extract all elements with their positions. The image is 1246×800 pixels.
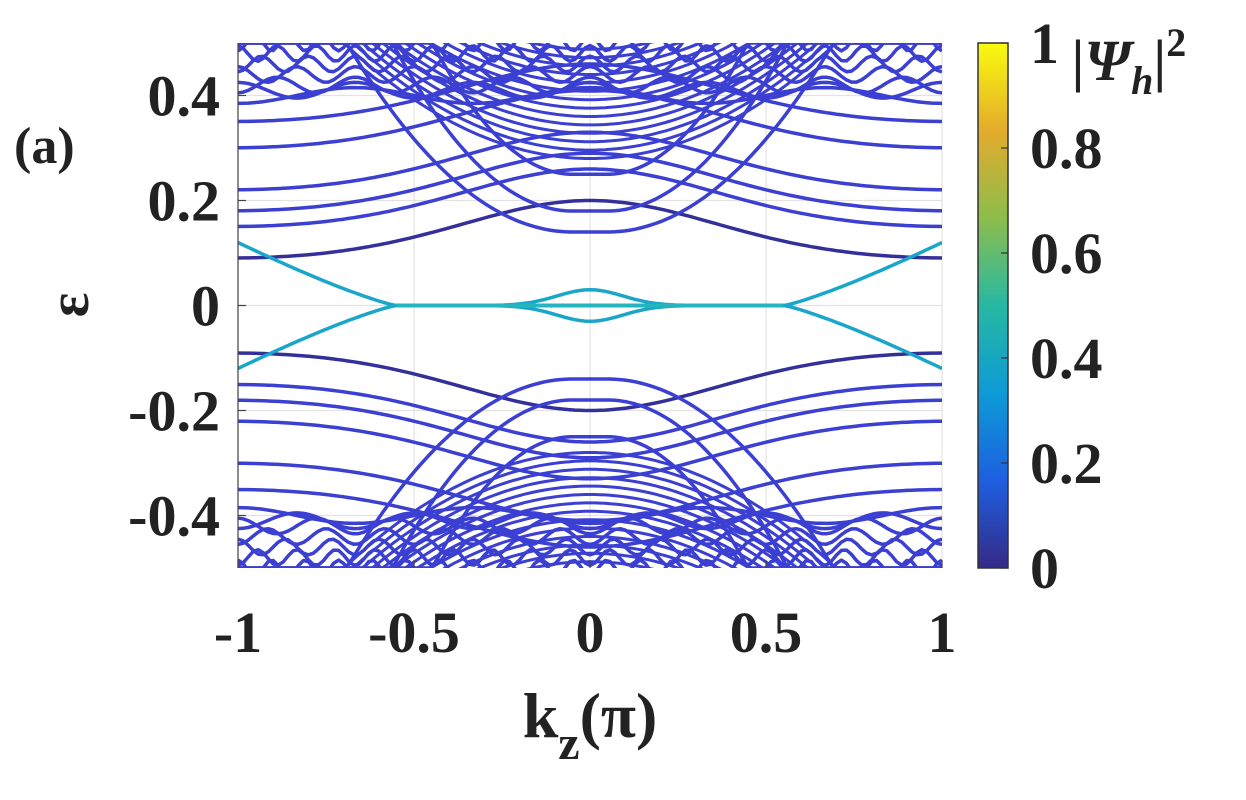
x-axis-label-unit: (π) (580, 680, 658, 751)
central-band-neg-2 (238, 435, 942, 568)
x-axis-label: kz(π) (523, 680, 658, 770)
bulk-pos-11 (476, 43, 704, 68)
central-band-pos-2 (238, 43, 942, 177)
colorbar-tick-label-2: 0.4 (1030, 326, 1103, 391)
central-band-pos-0 (238, 43, 942, 234)
bulk-pos-12 (497, 43, 683, 60)
band-neg-0 (238, 351, 942, 413)
colorbar-label: |Ψh|2 (1072, 20, 1186, 103)
bulk-neg-1 (350, 459, 830, 568)
bulk-pos-13 (525, 43, 655, 51)
y-tick-label-2: 0 (191, 274, 220, 339)
central-band-neg-0 (238, 377, 942, 568)
bulk-pos-1 (350, 43, 830, 152)
bulk-neg-10 (458, 535, 722, 568)
bulk-neg-8 (428, 518, 752, 568)
band-edge-pos-0 (238, 85, 942, 106)
bulk-neg-6 (402, 501, 778, 568)
bulk-pos-4 (380, 43, 800, 127)
colorbar-label-close: | (1153, 28, 1166, 93)
y-tick-labels: -0.4 -0.2 0 0.2 0.4 (128, 64, 220, 549)
y-tick-label-1: -0.2 (128, 379, 220, 444)
colorbar-tick-label-3: 0.6 (1030, 221, 1103, 286)
bulk-neg-9 (442, 526, 738, 568)
colorbar-label-sup: 2 (1166, 20, 1186, 65)
bulk-pos-10 (458, 43, 722, 76)
bulk-pos-6 (402, 43, 778, 110)
bulk-neg-7 (414, 509, 766, 568)
bulk-neg-12 (497, 551, 683, 568)
y-axis-label: ε (36, 293, 101, 318)
bulk-neg-0 (341, 451, 839, 568)
zero-mode-lower (238, 303, 942, 371)
band-pos-2 (238, 151, 942, 213)
colorbar-ticks: 0 0.2 0.4 0.6 0.8 1 (1001, 11, 1103, 601)
y-tick-label-0: -0.4 (128, 484, 220, 549)
colorbar-tick-label-1: 0.2 (1030, 431, 1103, 496)
bulk-pos-7 (414, 43, 766, 102)
bulk-neg-2 (360, 467, 820, 568)
bulk-pos-0 (341, 43, 839, 160)
bulk-pos-5 (391, 43, 789, 118)
bulk-neg-4 (380, 484, 800, 568)
y-tick-label-4: 0.4 (148, 64, 221, 129)
x-tick-labels: -1 -0.5 0 0.5 1 (214, 600, 957, 665)
x-axis-label-main: k (523, 680, 559, 751)
band-pos-1 (238, 167, 942, 229)
x-tick-label-3: 0.5 (730, 600, 803, 665)
band-edge-neg-2 (238, 516, 942, 536)
x-tick-label-0: -1 (214, 600, 262, 665)
band-neg-5 (238, 487, 942, 549)
band-edge-neg-0 (238, 505, 942, 526)
x-tick-label-4: 1 (928, 600, 957, 665)
panel-label: (a) (14, 118, 75, 175)
x-axis-label-sub: z (558, 717, 579, 770)
bulk-pos-2 (360, 43, 820, 144)
colorbar (977, 42, 1009, 569)
colorbar-label-main: |Ψ (1072, 28, 1135, 93)
band-neg-2 (238, 398, 942, 460)
colorbar-tick-label-5: 1 (1030, 11, 1059, 76)
zero-mode-upper (238, 240, 942, 308)
axes (237, 43, 943, 568)
band-neg-1 (238, 382, 942, 444)
bulk-neg-11 (476, 543, 704, 568)
bulk-pos-8 (428, 43, 752, 93)
x-tick-label-2: 0 (576, 600, 605, 665)
bulk-pos-3 (369, 43, 811, 135)
band-lines (238, 43, 942, 568)
colorbar-label-sub: h (1131, 58, 1153, 103)
central-band-pos-1 (238, 43, 942, 213)
y-tick-label-3: 0.2 (148, 169, 221, 234)
band-edge-pos-2 (238, 75, 942, 95)
band-pos-0 (238, 198, 942, 260)
central-band-neg-1 (238, 398, 942, 568)
band-pos-5 (238, 62, 942, 124)
colorbar-tick-label-4: 0.8 (1030, 116, 1103, 181)
x-tick-label-1: -0.5 (368, 600, 460, 665)
bulk-pos-9 (442, 43, 738, 85)
bulk-neg-3 (369, 476, 811, 568)
bulk-neg-5 (391, 493, 789, 568)
colorbar-tick-label-0: 0 (1030, 536, 1059, 601)
